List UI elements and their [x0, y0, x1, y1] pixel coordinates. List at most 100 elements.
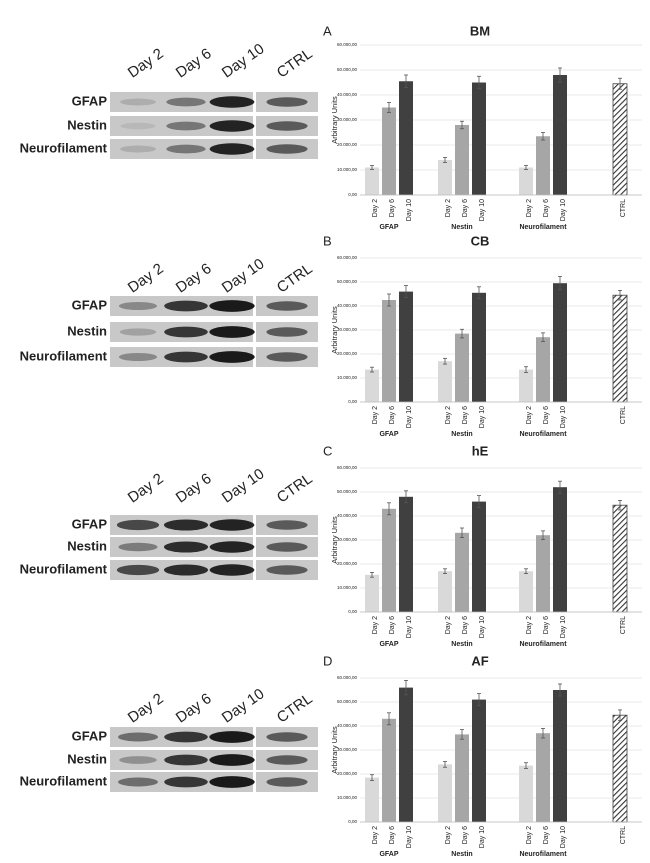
x-tick-label: Day 6	[543, 616, 550, 634]
y-tick-label: 30.000,00	[337, 117, 358, 122]
x-tick-label: Day 2	[445, 199, 452, 217]
lane-label: Day 10	[219, 40, 268, 81]
blot-band	[120, 98, 156, 106]
lane-label: Day 10	[219, 465, 268, 506]
y-tick-label: 20.000,00	[337, 771, 358, 776]
error-bar	[558, 276, 562, 291]
y-tick-label: 60.000,00	[337, 42, 358, 47]
bar	[519, 369, 533, 402]
lane-label: Day 6	[173, 260, 215, 296]
x-tick-label: Day 2	[526, 826, 533, 844]
error-bar	[618, 709, 622, 721]
x-tick-label: Day 6	[543, 199, 550, 217]
blot-band	[164, 326, 208, 338]
y-tick-label: 30.000,00	[337, 537, 358, 542]
lane-label: Day 2	[125, 690, 167, 726]
bar	[553, 283, 567, 402]
x-tick-label: Day 2	[372, 826, 379, 844]
error-bar	[387, 502, 391, 516]
blot-band	[266, 121, 308, 131]
bar	[536, 733, 550, 822]
lane-label: CTRL	[274, 470, 316, 506]
blot-band	[118, 352, 158, 362]
x-tick-label: Day 2	[372, 406, 379, 424]
lane-label: Day 6	[173, 690, 215, 726]
x-tick-label: Day 2	[445, 616, 452, 634]
y-tick-label: 60.000,00	[337, 675, 358, 680]
y-tick-label: 10.000,00	[337, 375, 358, 380]
y-tick-label: 20.000,00	[337, 561, 358, 566]
x-tick-label: Day 10	[406, 199, 413, 221]
bar	[519, 765, 533, 822]
bar	[365, 369, 379, 402]
error-bar	[387, 293, 391, 307]
error-bar	[558, 67, 562, 83]
y-tick-label: 0,00	[348, 399, 357, 404]
bar	[519, 167, 533, 195]
y-tick-label: 50.000,00	[337, 699, 358, 704]
y-tick-label: 60.000,00	[337, 255, 358, 260]
lane-label: Day 2	[125, 470, 167, 506]
blot-band	[209, 541, 255, 553]
row-label: Neurofilament	[20, 561, 108, 576]
error-bar	[443, 157, 447, 163]
bar	[519, 571, 533, 612]
bar	[472, 292, 486, 402]
bar	[438, 361, 452, 402]
x-tick-label: Day 6	[389, 199, 396, 217]
bar	[536, 535, 550, 612]
panel-letter: B	[323, 233, 332, 248]
bar	[472, 82, 486, 195]
lane-label: Day 6	[173, 45, 215, 81]
bar	[438, 160, 452, 195]
bar	[455, 333, 469, 402]
error-bar	[618, 499, 622, 511]
chart-title: BM	[470, 23, 490, 38]
x-tick-label: Day 6	[543, 406, 550, 424]
error-bar	[404, 285, 408, 299]
bar	[553, 690, 567, 822]
row-label: Neurofilament	[20, 140, 108, 155]
error-bar	[541, 530, 545, 540]
blot-strip	[110, 92, 253, 112]
blot-strip	[110, 139, 253, 159]
x-tick-label: CTRL	[620, 406, 627, 424]
group-label: Neurofilament	[519, 431, 567, 438]
bar	[382, 300, 396, 402]
blot-band	[209, 120, 255, 132]
row-label: Neurofilament	[20, 773, 108, 788]
bar	[553, 75, 567, 195]
lane-label: Day 10	[219, 685, 268, 726]
error-bar	[460, 527, 464, 538]
y-tick-label: 60.000,00	[337, 465, 358, 470]
group-label: Nestin	[451, 641, 472, 648]
lane-label: CTRL	[274, 260, 316, 296]
row-label: Nestin	[67, 751, 107, 766]
blot-band	[266, 144, 308, 154]
blot-band	[266, 301, 308, 311]
x-tick-label: Day 10	[560, 826, 567, 848]
blot-band	[266, 97, 308, 107]
error-bar	[370, 572, 374, 578]
x-tick-label: CTRL	[620, 199, 627, 217]
y-tick-label: 10.000,00	[337, 585, 358, 590]
error-bar	[443, 568, 447, 574]
bar	[438, 571, 452, 612]
y-tick-label: 40.000,00	[337, 303, 358, 308]
blot-band	[209, 96, 255, 108]
x-tick-label: Day 10	[479, 826, 486, 848]
x-tick-label: Day 6	[462, 826, 469, 844]
bar	[382, 508, 396, 612]
blot-band	[209, 731, 255, 743]
row-label: Nestin	[67, 538, 107, 553]
error-bar	[460, 120, 464, 130]
group-label: GFAP	[379, 851, 398, 858]
blot-band	[163, 541, 209, 553]
group-label: Neurofilament	[519, 641, 567, 648]
blot-band	[209, 564, 255, 576]
blot-band	[119, 328, 157, 336]
blot-band	[118, 301, 158, 311]
blot-band	[116, 519, 160, 531]
error-bar	[541, 332, 545, 342]
